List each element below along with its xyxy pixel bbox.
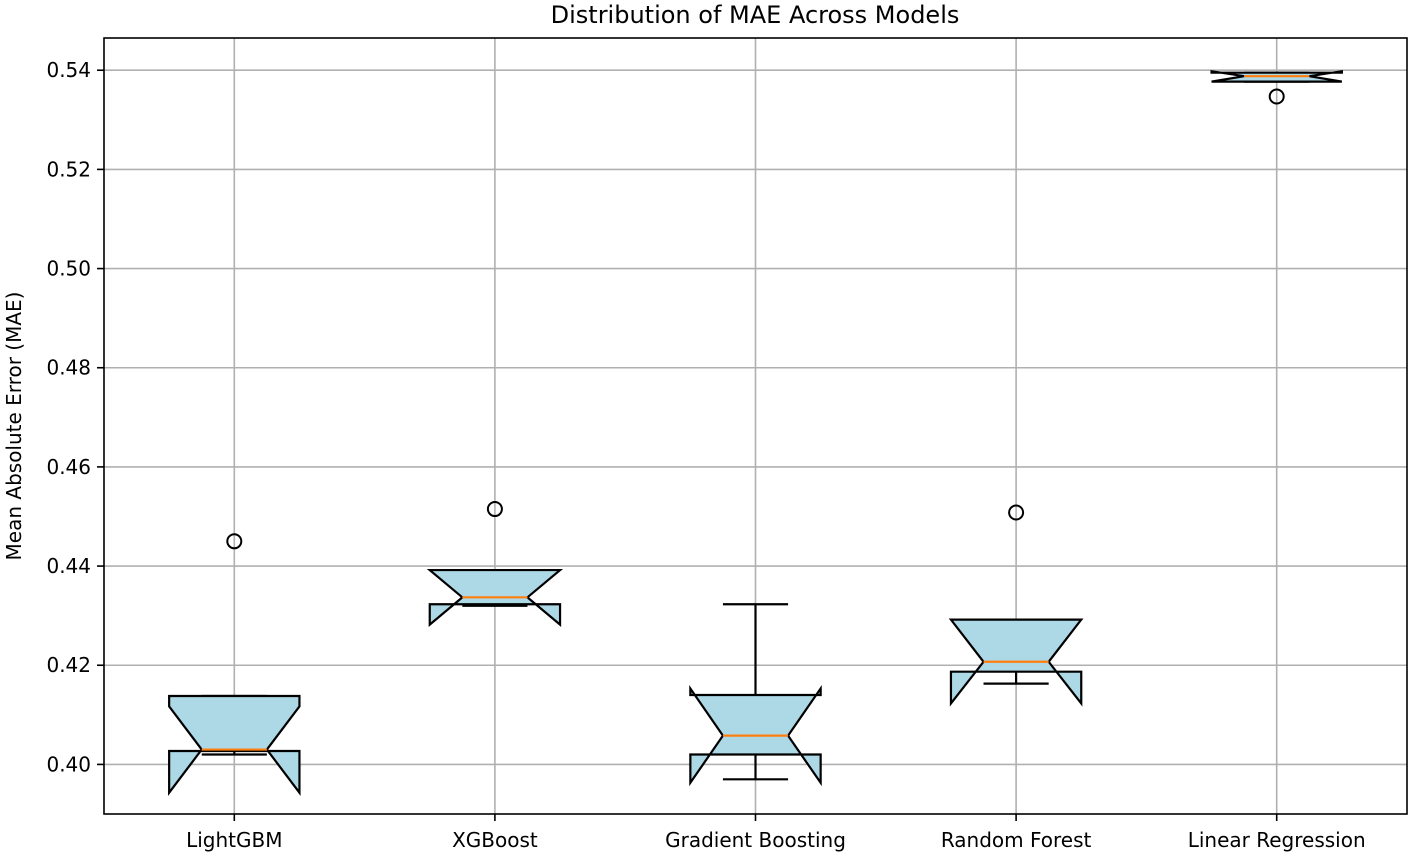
box-layer: [168, 69, 1343, 796]
y-axis-ticks: 0.40 0.42 0.44 0.46 0.48 0.50 0.52 0.54: [46, 58, 104, 776]
y-tick-label: 0.44: [46, 554, 91, 578]
box-gradient-boosting: [689, 603, 822, 787]
y-tick-label: 0.48: [46, 356, 91, 380]
notched-box: [168, 694, 301, 796]
x-tick-label: LightGBM: [186, 828, 282, 852]
y-tick-label: 0.52: [46, 157, 91, 181]
outlier-point: [1008, 504, 1025, 521]
outlier-point: [486, 501, 503, 518]
y-tick-label: 0.40: [46, 752, 91, 776]
x-tick-label: Random Forest: [941, 828, 1092, 852]
outlier-point: [1268, 88, 1285, 105]
y-tick-label: 0.50: [46, 257, 91, 281]
y-tick-label: 0.46: [46, 455, 91, 479]
box-lightgbm: [168, 533, 301, 796]
y-tick-label: 0.54: [46, 58, 91, 82]
x-axis-ticks: LightGBM XGBoost Gradient Boosting Random F…: [186, 814, 1366, 852]
box-linear-regression: [1210, 69, 1343, 105]
x-tick-label: XGBoost: [452, 828, 538, 852]
grid-layer: [104, 38, 1407, 814]
x-tick-label: Gradient Boosting: [665, 828, 846, 852]
outlier-point: [226, 533, 243, 550]
chart-title: Distribution of MAE Across Models: [551, 1, 960, 29]
box-xgboost: [426, 501, 564, 627]
x-tick-label: Linear Regression: [1188, 828, 1366, 852]
y-axis-label: Mean Absolute Error (MAE): [2, 292, 26, 561]
box-random-forest: [948, 504, 1084, 707]
y-tick-label: 0.42: [46, 653, 91, 677]
